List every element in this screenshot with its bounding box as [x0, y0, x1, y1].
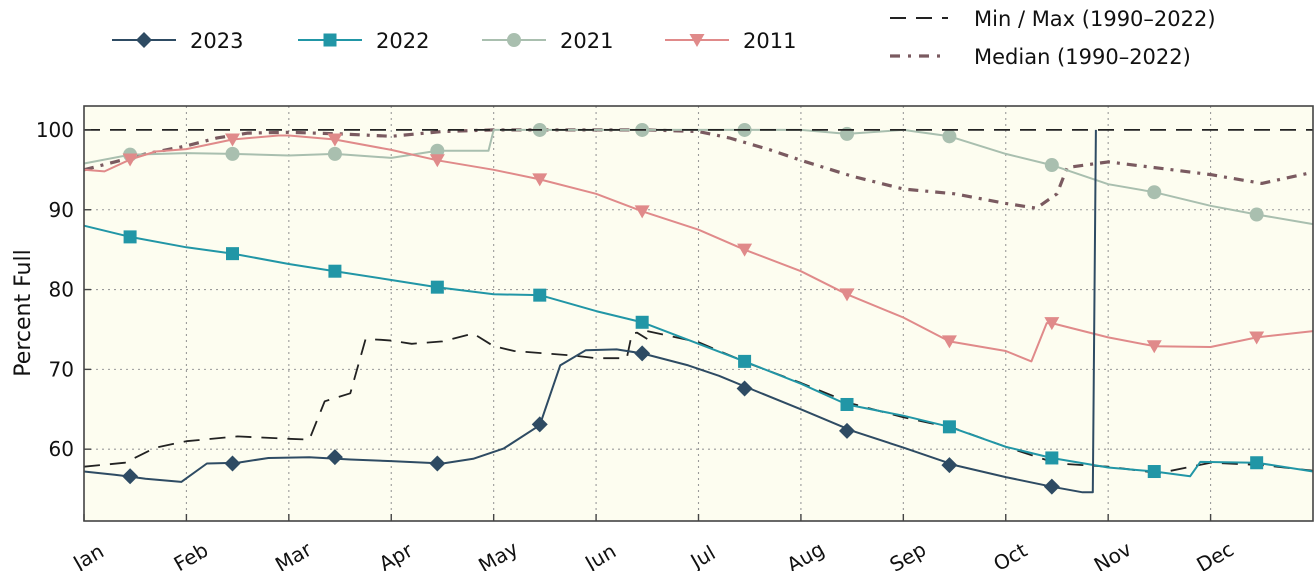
plot-background: [84, 106, 1313, 521]
legend-label: 2023: [190, 29, 243, 53]
series-2011: [83, 133, 1314, 363]
data-point-2022: [328, 264, 342, 278]
series-2023: [83, 129, 1097, 495]
data-point-2011: [737, 243, 753, 257]
x-tick-label: Mar: [271, 537, 316, 571]
data-point-2023: [122, 468, 139, 485]
x-tick-label: Jan: [67, 539, 107, 571]
y-axis-label: Percent Full: [11, 249, 36, 376]
data-point-2011: [122, 153, 138, 167]
legend-marker: [689, 34, 705, 47]
legend-item-2022: 2022: [298, 29, 429, 53]
series-line-2022: [83, 224, 1314, 478]
data-point-2023: [224, 455, 241, 472]
x-tick-label: May: [474, 536, 522, 571]
x-tick-label: Nov: [1090, 537, 1136, 571]
legend-label: Median (1990–2022): [974, 45, 1191, 69]
data-point-2023: [839, 422, 856, 439]
data-point-2022: [635, 315, 649, 329]
data-point-2022: [533, 288, 547, 302]
legend-marker: [507, 33, 521, 47]
x-tick-label: Sep: [886, 537, 931, 571]
data-point-2021: [225, 146, 240, 161]
legend-item-2011: 2011: [665, 29, 796, 53]
data-point-2021: [430, 143, 445, 158]
data-point-2022: [430, 280, 444, 294]
y-tick-label: 80: [49, 278, 74, 302]
data-point-2023: [326, 449, 343, 466]
legend-label: 2011: [743, 29, 796, 53]
data-point-2011: [1146, 340, 1162, 354]
data-point-2011: [634, 205, 650, 219]
data-point-2023: [1043, 478, 1060, 495]
series-line-minmax: [83, 331, 648, 468]
x-tick-label: Apr: [375, 538, 418, 571]
x-tick-label: Oct: [989, 538, 1031, 571]
data-point-2011: [839, 288, 855, 302]
data-point-2011: [225, 133, 241, 147]
legend-item-median: Median (1990–2022): [890, 45, 1191, 69]
y-tick-label: 60: [49, 437, 74, 461]
series-line-median: [83, 128, 1314, 210]
legend-marker: [136, 32, 152, 48]
legend-item-2023: 2023: [112, 29, 243, 53]
data-point-2022: [738, 354, 752, 368]
data-point-2023: [941, 457, 958, 474]
data-point-2011: [1044, 317, 1060, 331]
series-layer: [83, 122, 1314, 495]
data-point-2021: [1044, 158, 1059, 173]
data-point-2023: [531, 416, 548, 433]
data-point-2021: [942, 129, 957, 144]
x-tick-label: Jul: [685, 541, 720, 571]
data-point-2022: [123, 230, 137, 244]
legend-marker: [323, 33, 337, 47]
legend-label: 2022: [376, 29, 429, 53]
legend-item-minmax: Min / Max (1990–2022): [890, 7, 1216, 31]
x-tick-label: Jun: [579, 539, 620, 571]
y-tick-label: 100: [36, 118, 74, 142]
y-tick-label: 90: [49, 198, 74, 222]
series-line-2011: [83, 134, 1314, 363]
data-point-2011: [429, 154, 445, 168]
data-point-2022: [942, 420, 956, 434]
data-point-2011: [327, 133, 343, 147]
y-tick-label: 70: [49, 357, 74, 381]
x-tick-label: Feb: [170, 538, 213, 571]
data-point-2011: [532, 173, 548, 187]
data-point-2022: [1250, 456, 1264, 470]
x-tick-label: Aug: [783, 537, 829, 571]
data-point-2022: [226, 247, 240, 261]
data-point-2022: [1045, 451, 1059, 465]
data-point-2023: [634, 345, 651, 362]
data-point-2011: [1249, 331, 1265, 345]
series-2022: [83, 224, 1314, 479]
data-point-2021: [327, 146, 342, 161]
gridlines: [84, 106, 1313, 521]
legend-label: 2021: [560, 29, 613, 53]
legend-item-2021: 2021: [482, 29, 613, 53]
legend-label: Min / Max (1990–2022): [974, 7, 1216, 31]
data-point-2011: [941, 335, 957, 349]
data-point-2022: [840, 397, 854, 411]
x-tick-label: Dec: [1192, 537, 1238, 571]
data-point-2023: [429, 455, 446, 472]
series-median: [83, 128, 1314, 210]
legend: 2023 2022 2021 2011 Min / Max (1990–2022) Med…: [112, 7, 1216, 69]
data-point-2021: [1249, 207, 1264, 222]
data-point-2022: [1147, 465, 1161, 479]
data-point-2021: [1147, 185, 1162, 200]
data-point-2023: [736, 380, 753, 397]
